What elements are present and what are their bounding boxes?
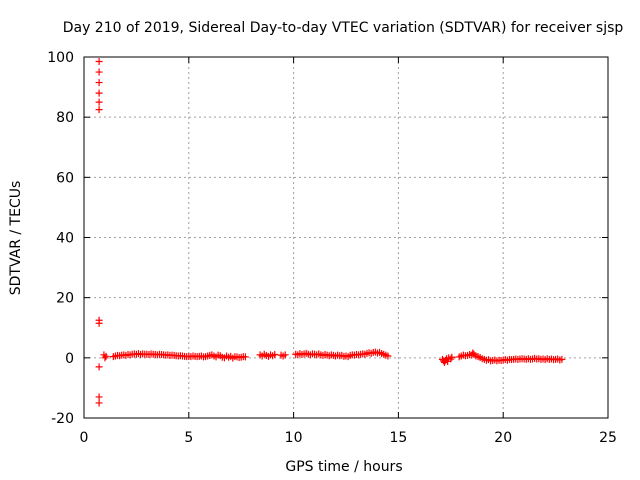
data-point <box>281 351 289 359</box>
data-point <box>448 353 456 361</box>
chart-title: Day 210 of 2019, Sidereal Day-to-day VTE… <box>63 20 624 36</box>
y-tick-label: 0 <box>65 351 74 367</box>
y-tick-label: -20 <box>51 411 74 427</box>
data-point <box>241 353 249 361</box>
x-axis-label: GPS time / hours <box>285 459 402 475</box>
y-tick-label: 20 <box>56 291 74 307</box>
data-point <box>95 399 103 407</box>
y-tick-label: 100 <box>47 50 74 66</box>
axis-ticks: 0 5 10 15 20 25 -20 0 20 40 60 80 100 <box>47 50 617 446</box>
data-point <box>95 89 103 97</box>
data-point <box>469 349 477 357</box>
data-point <box>95 363 103 371</box>
x-tick-label: 20 <box>494 430 512 446</box>
data-point <box>95 393 103 401</box>
grid <box>84 57 608 418</box>
data-point <box>558 355 566 363</box>
data-point <box>95 79 103 87</box>
data-point <box>95 98 103 106</box>
x-tick-label: 15 <box>389 430 407 446</box>
y-axis-label: SDTVAR / TECUs <box>8 181 24 296</box>
data-point <box>271 351 279 359</box>
data-point <box>384 352 392 360</box>
data-point <box>95 106 103 114</box>
data-point <box>95 68 103 76</box>
data-points <box>95 58 566 407</box>
x-tick-label: 10 <box>285 430 303 446</box>
data-point <box>102 352 110 360</box>
y-tick-label: 80 <box>56 110 74 126</box>
data-point <box>95 319 103 327</box>
y-tick-label: 60 <box>56 170 74 186</box>
y-tick-label: 40 <box>56 231 74 247</box>
x-tick-label: 25 <box>599 430 617 446</box>
x-tick-label: 5 <box>184 430 193 446</box>
x-tick-label: 0 <box>80 430 89 446</box>
data-point <box>101 354 109 362</box>
data-point <box>95 58 103 66</box>
